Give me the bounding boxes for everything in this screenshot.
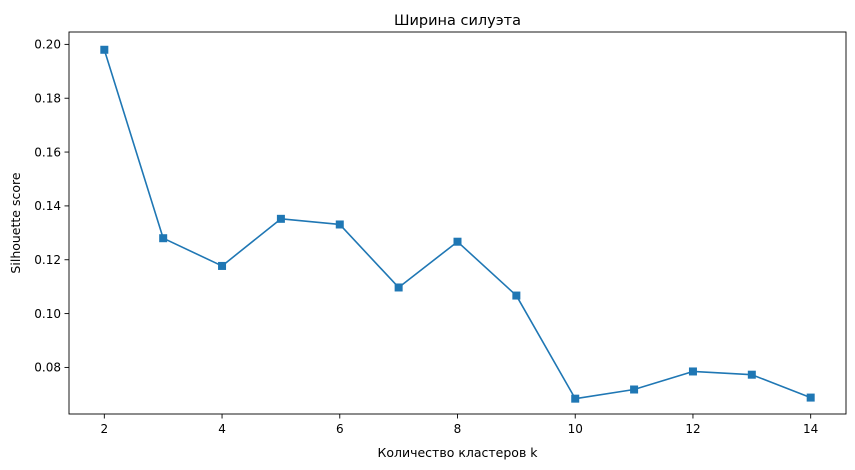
data-point-marker bbox=[806, 393, 815, 402]
data-point-marker bbox=[159, 234, 168, 243]
x-tick-label: 4 bbox=[218, 422, 226, 436]
y-axis-label: Silhouette score bbox=[8, 172, 23, 273]
data-point-marker bbox=[747, 370, 756, 379]
data-point-marker bbox=[276, 214, 285, 223]
data-point-marker bbox=[571, 394, 580, 403]
data-point-marker bbox=[630, 385, 639, 394]
y-tick-label: 0.16 bbox=[34, 145, 61, 159]
x-tick-label: 12 bbox=[685, 422, 700, 436]
x-tick-label: 10 bbox=[568, 422, 583, 436]
y-tick-label: 0.12 bbox=[34, 253, 61, 267]
chart-title: Ширина силуэта bbox=[394, 13, 521, 29]
x-tick-label: 14 bbox=[803, 422, 818, 436]
data-point-marker bbox=[453, 237, 462, 246]
y-tick-label: 0.18 bbox=[34, 92, 61, 106]
y-tick-label: 0.20 bbox=[34, 38, 61, 52]
y-tick-label: 0.14 bbox=[34, 199, 61, 213]
x-tick-label: 2 bbox=[100, 422, 108, 436]
x-tick-label: 8 bbox=[454, 422, 462, 436]
data-point-marker bbox=[688, 367, 697, 376]
data-point-marker bbox=[335, 220, 344, 229]
x-tick-label: 6 bbox=[336, 422, 344, 436]
y-tick-label: 0.08 bbox=[34, 361, 61, 375]
data-point-marker bbox=[100, 45, 109, 54]
data-point-marker bbox=[218, 261, 227, 270]
x-axis-label: Количество кластеров k bbox=[377, 445, 538, 460]
data-point-marker bbox=[394, 283, 403, 292]
plot-area: 2 4 6 8 10 12 14 0.08 0.10 0.12 0.14 0.16 0.18 0.20 bbox=[34, 38, 818, 436]
plot-frame bbox=[68, 31, 847, 415]
y-tick-label: 0.10 bbox=[34, 307, 61, 321]
data-point-marker bbox=[512, 291, 521, 300]
